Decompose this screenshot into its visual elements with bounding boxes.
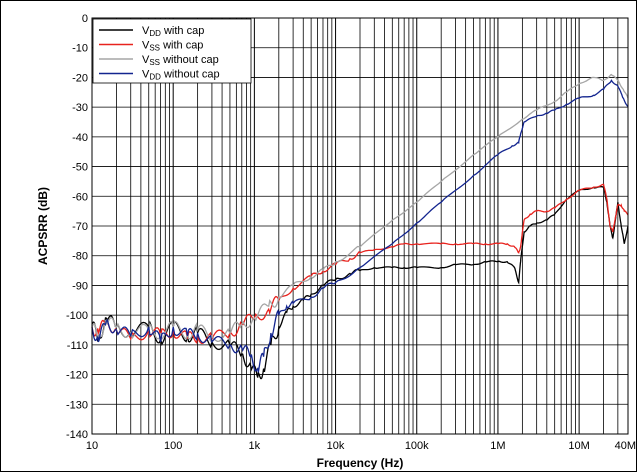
- grid: [92, 18, 628, 434]
- plot-area: [91, 17, 629, 435]
- series-lines: [91, 73, 629, 380]
- y-tick-label: -70: [72, 221, 88, 233]
- y-tick-label: -40: [72, 132, 88, 144]
- y-tick-label: 0: [82, 13, 88, 25]
- x-tick-label: 10k: [327, 440, 345, 452]
- y-tick-label: -130: [66, 399, 88, 411]
- x-tick-label: 100k: [405, 440, 429, 452]
- y-tick-label: -110: [67, 340, 88, 352]
- x-tick-label: 10M: [568, 440, 589, 452]
- x-tick-label: 10: [86, 440, 98, 452]
- y-tick-label: -140: [66, 429, 88, 441]
- y-tick-label: -100: [66, 310, 88, 322]
- y-tick-label: -80: [72, 251, 88, 263]
- y-tick-label: -120: [66, 370, 88, 382]
- x-tick-label: 1k: [249, 440, 261, 452]
- legend-label: VDD with cap: [142, 25, 204, 38]
- y-tick-label: -50: [72, 162, 88, 174]
- y-tick-label: -90: [72, 280, 88, 292]
- x-axis-title: Frequency (Hz): [317, 456, 404, 470]
- x-tick-labels: 10 100 1k 10k 100k 1M 10M 40M: [86, 440, 636, 452]
- series-line: [91, 73, 629, 343]
- x-tick-label: 100: [164, 440, 182, 452]
- y-tick-label: -60: [72, 191, 88, 203]
- series-line: [91, 79, 629, 373]
- y-tick-label: -10: [72, 43, 88, 55]
- x-tick-label: 1M: [490, 440, 505, 452]
- y-tick-label: -30: [72, 102, 88, 114]
- x-tick-label: 40M: [615, 440, 636, 452]
- legend-label: VSS without cap: [142, 54, 219, 67]
- legend-label: VDD without cap: [142, 69, 220, 82]
- legend-label: VSS with cap: [142, 40, 203, 53]
- y-axis-title: ACPSRR (dB): [36, 187, 50, 265]
- y-tick-label: -20: [72, 72, 88, 84]
- y-tick-labels: 0 -10 -20 -30 -40 -50 -60 -70 -80 -90 -100 -110 -120…: [66, 13, 88, 441]
